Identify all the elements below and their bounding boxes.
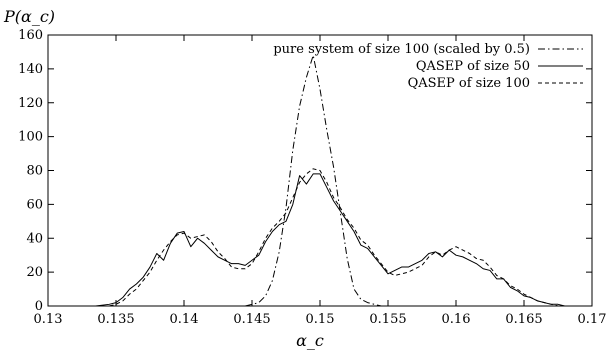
y-tick-label: 60 [26,197,43,212]
x-tick-label: 0.135 [97,312,134,327]
x-tick-label: 0.155 [369,312,406,327]
y-axis-title: P(α_c) [3,7,55,26]
series-line-qasep-100 [95,168,565,307]
y-tick-label: 40 [26,231,43,246]
y-tick-label: 160 [18,28,43,43]
x-tick-label: 0.14 [170,312,199,327]
x-axis-title: α_c [296,331,324,350]
y-tick-label: 20 [26,265,43,280]
series-line-pure-system [245,54,382,307]
y-tick-label: 120 [18,96,43,111]
legend-label: pure system of size 100 (scaled by 0.5) [273,42,530,57]
x-tick-label: 0.17 [578,312,606,327]
series-line-qasep-50 [95,173,565,307]
legend: pure system of size 100 (scaled by 0.5) Q… [273,42,583,91]
y-tick-label: 80 [26,164,43,179]
legend-label: QASEP of size 100 [408,76,530,91]
x-tick-label: 0.145 [233,312,270,327]
series-layer [95,54,565,307]
y-tick-label: 140 [18,62,43,77]
y-tick-label: 100 [18,130,43,145]
x-tick-label: 0.15 [306,312,335,327]
legend-label: QASEP of size 50 [416,59,530,74]
y-tick-label: 0 [35,299,43,314]
x-tick-label: 0.165 [505,312,542,327]
x-tick-label: 0.16 [442,312,471,327]
tick-layer: 0.13 0.135 0.14 0.145 0.15 0.155 0.16 0.165 0.17… [18,28,606,327]
x-tick-label: 0.13 [34,312,63,327]
